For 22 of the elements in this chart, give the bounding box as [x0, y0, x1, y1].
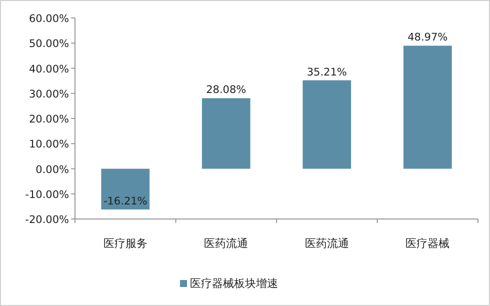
- bar: [403, 46, 452, 169]
- legend-label: 医疗器械板块增速: [190, 277, 278, 290]
- x-tick-label: 医药流通: [204, 237, 248, 250]
- x-tick-label: 医药流通: [304, 237, 349, 250]
- y-tick-label: -10.00%: [25, 188, 70, 201]
- x-tick-label: 医疗服务: [103, 237, 148, 250]
- y-tick-label: 20.00%: [28, 114, 70, 126]
- data-label: 48.97%: [408, 32, 448, 44]
- y-tick-label: 10.00%: [28, 138, 70, 151]
- y-tick-label: 0.00%: [36, 164, 70, 176]
- bar: [101, 168, 150, 210]
- data-label: 28.08%: [206, 84, 246, 96]
- y-tick-label: -20.00%: [25, 214, 70, 226]
- data-label: 35.21%: [306, 66, 347, 78]
- y-tick-label: 50.00%: [28, 38, 70, 50]
- bar: [202, 98, 250, 169]
- x-tick-label: 医疗器械: [406, 237, 450, 250]
- bar: [302, 80, 352, 169]
- y-tick-label: 40.00%: [28, 63, 70, 76]
- y-tick-label: 30.00%: [28, 88, 70, 100]
- data-label: -16.21%: [103, 195, 148, 208]
- y-tick-label: 60.00%: [28, 13, 70, 25]
